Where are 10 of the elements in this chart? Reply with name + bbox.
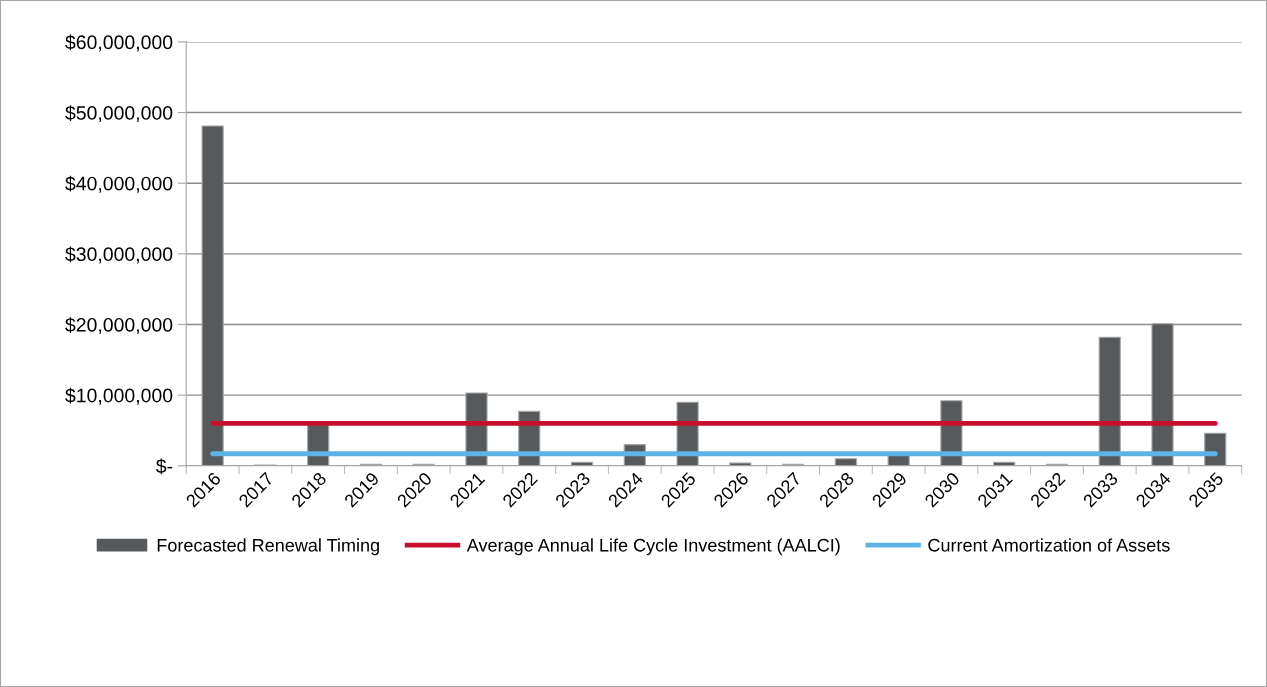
y-tick-label: $50,000,000 [65, 105, 173, 123]
legend-label: Average Annual Life Cycle Investment (AALCI) [466, 538, 840, 556]
legend-label: Current Amortization of Assets [928, 538, 1170, 552]
y-tick-label: $60,000,000 [65, 34, 173, 52]
y-tick-label: $20,000,000 [65, 317, 173, 335]
y-tick-label: $40,000,000 [65, 175, 173, 193]
y-tick-label: $10,000,000 [65, 387, 173, 405]
y-tick-label: $30,000,000 [65, 246, 173, 264]
legend-label: Forecasted Renewal Timing [157, 538, 379, 556]
y-tick-label: $- [155, 458, 173, 475]
